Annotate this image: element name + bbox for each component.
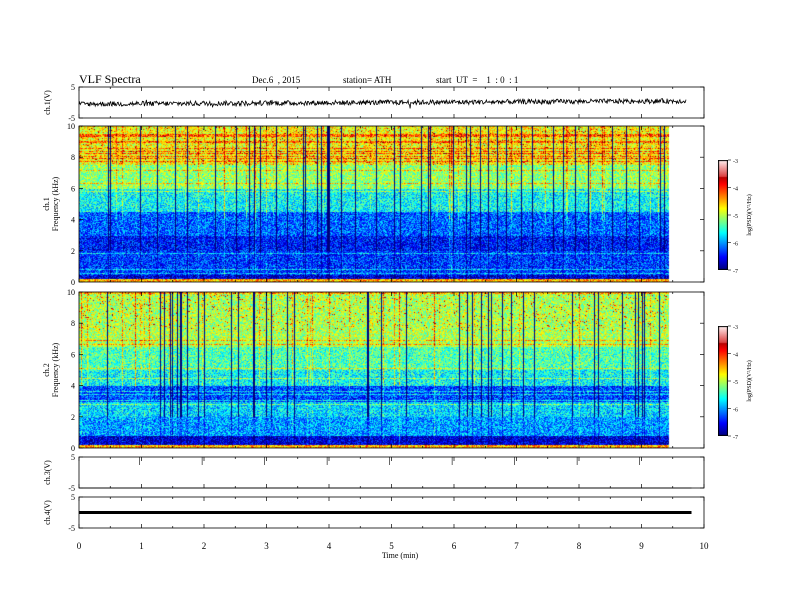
- x-tick-label: 7: [514, 541, 519, 551]
- y-axis-label: Frequency (kHz): [51, 342, 60, 397]
- station-label: station= ATH: [343, 75, 392, 85]
- y-tick-label: 6: [71, 184, 75, 193]
- y-axis-label: ch.4(V): [43, 500, 52, 525]
- x-tick-label: 10: [700, 541, 710, 551]
- colorbar-tick-label: -7: [733, 435, 738, 441]
- y-axis-label: ch.2: [42, 363, 51, 377]
- y-tick-label: 2: [71, 247, 75, 256]
- start-time-label: start UT = 1 : 0 : 1: [436, 75, 519, 85]
- y-tick-label: 0: [71, 444, 75, 453]
- y-tick-label: 4: [71, 382, 75, 391]
- y-axis-label: Frequency (kHz): [51, 176, 60, 231]
- colorbar-tick-label: -5: [733, 214, 738, 220]
- x-tick-label: 6: [452, 541, 457, 551]
- y-tick-label: 2: [71, 413, 75, 422]
- y-tick-label: 4: [71, 216, 75, 225]
- x-tick-label: 4: [327, 541, 332, 551]
- y-tick-label: 5: [71, 453, 75, 462]
- x-tick-label: 1: [139, 541, 144, 551]
- x-tick-label: 0: [77, 541, 82, 551]
- colorbar-tick-label: -4: [733, 187, 738, 193]
- ch1-colorbar: [718, 160, 728, 270]
- x-tick-label: 5: [389, 541, 394, 551]
- ch2-colorbar: [718, 326, 728, 436]
- ch2-spectrogram: [79, 292, 692, 448]
- y-tick-label: 10: [67, 122, 75, 131]
- y-tick-label: -5: [68, 484, 75, 493]
- y-tick-label: -5: [68, 114, 75, 123]
- colorbar-tick-label: -6: [733, 242, 738, 248]
- ch1-spectrogram: [79, 126, 692, 282]
- colorbar-tick-label: -4: [733, 353, 738, 359]
- colorbar-tick-label: -3: [733, 325, 738, 331]
- y-tick-label: 0: [71, 278, 75, 287]
- x-tick-label: 9: [639, 541, 644, 551]
- y-axis-label: ch.1(V): [43, 90, 52, 115]
- y-tick-label: 5: [71, 83, 75, 92]
- y-tick-label: 5: [71, 493, 75, 502]
- y-tick-label: 8: [71, 153, 75, 162]
- y-tick-label: 8: [71, 319, 75, 328]
- y-tick-label: 10: [67, 288, 75, 297]
- colorbar-tick-label: -5: [733, 380, 738, 386]
- panel-frame: [78, 291, 705, 449]
- chart-title: VLF Spectra: [79, 72, 141, 86]
- x-tick-label: 3: [264, 541, 269, 551]
- panel-frame: [78, 125, 705, 283]
- y-axis-label: ch.1: [42, 197, 51, 211]
- x-axis-label: Time (min): [382, 551, 419, 560]
- y-axis-label: ch.3(V): [43, 460, 52, 485]
- y-tick-label: -5: [68, 524, 75, 533]
- y-tick-label: 6: [71, 350, 75, 359]
- x-tick-label: 8: [577, 541, 582, 551]
- x-tick-label: 2: [202, 541, 207, 551]
- panel-frame: [78, 456, 705, 489]
- colorbar-tick-label: -7: [733, 269, 738, 275]
- colorbar-tick-label: -3: [733, 159, 738, 165]
- colorbar-label: log(PSD)(V²/Hz): [746, 360, 753, 401]
- colorbar-label: log(PSD)(V²/Hz): [746, 194, 753, 235]
- date-label: Dec.6 , 2015: [252, 75, 301, 85]
- colorbar-tick-label: -6: [733, 408, 738, 414]
- ch1-waveform-line: [78, 97, 687, 109]
